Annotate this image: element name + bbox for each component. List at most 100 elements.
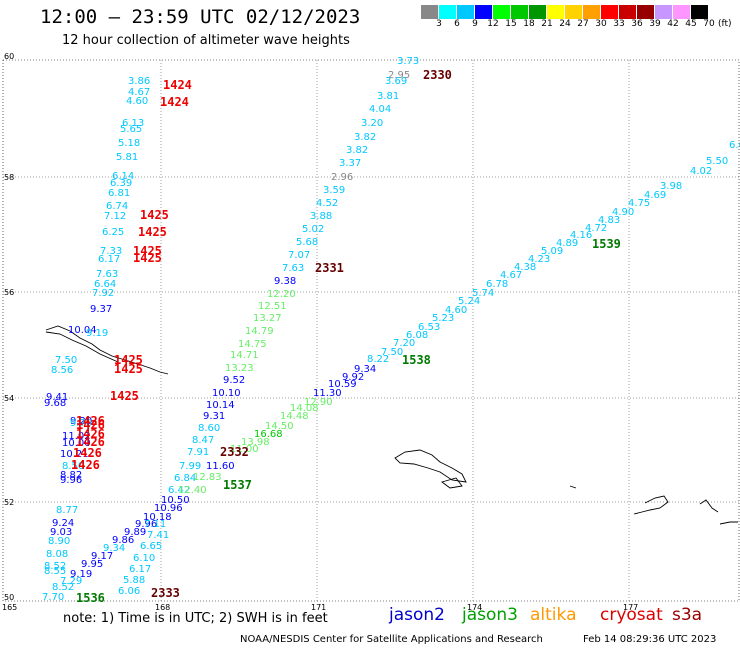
wave-height-label: 9.34 bbox=[354, 364, 376, 375]
wave-height-label: 3.98 bbox=[660, 181, 682, 192]
satellite-s3a-label: s3a bbox=[672, 605, 703, 625]
pass-time-label: 1537 bbox=[223, 478, 252, 492]
scale-cell bbox=[511, 5, 529, 19]
lon-tick: 177 bbox=[623, 603, 638, 612]
wave-height-label: 6.10 bbox=[133, 553, 155, 564]
wave-height-label: 8.90 bbox=[48, 536, 70, 547]
wave-height-label: 5.74 bbox=[472, 288, 494, 299]
wave-height-label: 11.60 bbox=[206, 461, 235, 472]
coast-islet-a bbox=[569, 485, 577, 489]
wave-height-label: 3.81 bbox=[377, 91, 399, 102]
wave-height-label: 4.04 bbox=[369, 104, 391, 115]
wave-height-label: 10.50 bbox=[161, 495, 190, 506]
wave-height-label: 9.38 bbox=[274, 276, 296, 287]
wave-height-label: 9.70 bbox=[70, 418, 92, 429]
wave-height-label: 10.59 bbox=[328, 379, 357, 390]
wave-height-label: 6.06 bbox=[118, 586, 140, 597]
wave-height-label: 9.89 bbox=[124, 527, 146, 538]
scale-cell bbox=[493, 5, 511, 19]
wave-height-label: 9.96 bbox=[60, 475, 82, 486]
wave-height-label: 3.69 bbox=[385, 76, 407, 87]
wave-height-label: 7.92 bbox=[92, 288, 114, 299]
footer-credit: NOAA/NESDIS Center for Satellite Applica… bbox=[240, 634, 543, 645]
map-grid bbox=[3, 60, 739, 601]
wave-height-label: 7.29 bbox=[60, 576, 82, 587]
wave-height-label: 9.20 bbox=[70, 416, 92, 427]
wave-height-label: 11.02 bbox=[62, 431, 91, 442]
wave-height-label: 6.74 bbox=[106, 201, 128, 212]
pass-time-label: 1426 bbox=[76, 435, 105, 449]
wave-height-label: 4.69 bbox=[644, 190, 666, 201]
wave-height-label: 6.17 bbox=[98, 254, 120, 265]
pass-time-label: 1425 bbox=[114, 362, 143, 376]
lon-tick: 168 bbox=[155, 603, 170, 612]
wave-height-label: 7.63 bbox=[96, 269, 118, 280]
wave-height-label: 8.82 bbox=[60, 470, 82, 481]
wave-height-label: 4.52 bbox=[316, 198, 338, 209]
wave-height-label: 14.75 bbox=[238, 339, 267, 350]
pass-time-label: 1425 bbox=[114, 353, 143, 367]
wave-height-label: 4.67 bbox=[500, 270, 522, 281]
page-title: 12:00 — 23:59 UTC 02/12/2023 bbox=[40, 6, 361, 28]
wave-height-label: 9.95 bbox=[81, 559, 103, 570]
scale-label: 18 bbox=[523, 19, 535, 29]
wave-height-label: 6.08 bbox=[406, 330, 428, 341]
lon-tick: 171 bbox=[311, 603, 326, 612]
wave-height-label: 9.37 bbox=[90, 304, 112, 315]
coast-island-central bbox=[394, 449, 467, 483]
scale-cell bbox=[565, 5, 583, 19]
wave-height-label: 4.16 bbox=[570, 230, 592, 241]
wave-height-label: 8.08 bbox=[46, 549, 68, 560]
wave-height-label: 4.72 bbox=[585, 223, 607, 234]
satellite-cryosat-label: cryosat bbox=[600, 605, 663, 625]
coast-islet-c bbox=[719, 521, 738, 525]
scale-cell bbox=[439, 5, 457, 19]
wave-height-label: 7.70 bbox=[42, 592, 64, 603]
scale-cell bbox=[457, 5, 475, 19]
wave-height-label: 7.12 bbox=[104, 211, 126, 222]
wave-height-label: 8.56 bbox=[51, 365, 73, 376]
pass-time-label: 1424 bbox=[160, 95, 189, 109]
pass-time-label: 2333 bbox=[151, 586, 180, 600]
wave-height-label: 14.79 bbox=[245, 326, 274, 337]
wave-height-label: 6.14 bbox=[112, 171, 134, 182]
scale-cell bbox=[475, 5, 493, 19]
pass-time-label: 2330 bbox=[423, 68, 452, 82]
wave-height-label: 5.02 bbox=[302, 224, 324, 235]
wave-height-label: 4.60 bbox=[126, 96, 148, 107]
wave-height-label: 8.55 bbox=[44, 566, 66, 577]
wave-height-label: 3.82 bbox=[354, 132, 376, 143]
page-subtitle: 12 hour collection of altimeter wave hei… bbox=[62, 33, 350, 48]
scale-label: 24 bbox=[559, 19, 571, 29]
pass-time-label: 1536 bbox=[76, 591, 105, 605]
map-frame bbox=[2, 59, 740, 602]
lat-tick: 56 bbox=[4, 288, 14, 297]
wave-height-label: 9.31 bbox=[203, 411, 225, 422]
coast-island-west-south bbox=[45, 331, 119, 363]
wave-height-label: 3.86 bbox=[128, 76, 150, 87]
wave-height-label: 7.07 bbox=[288, 250, 310, 261]
wave-height-label: 8.52 bbox=[52, 582, 74, 593]
wave-height-label: 6.39 bbox=[110, 178, 132, 189]
lon-tick: 174 bbox=[467, 603, 482, 612]
wave-height-label: 7.33 bbox=[100, 246, 122, 257]
wave-height-label: 3.37 bbox=[339, 158, 361, 169]
scale-cell bbox=[655, 5, 673, 19]
scale-label: 70 bbox=[703, 19, 715, 29]
wave-height-label: 10.10 bbox=[212, 388, 241, 399]
wave-height-label: 7.41 bbox=[147, 530, 169, 541]
wave-height-label: 3.88 bbox=[310, 211, 332, 222]
pass-time-label: 2331 bbox=[315, 261, 344, 275]
wave-height-label: 9.92 bbox=[342, 372, 364, 383]
wave-height-label: 10.14 bbox=[206, 400, 235, 411]
wave-height-label: 4.89 bbox=[556, 238, 578, 249]
scale-label: 12 bbox=[487, 19, 499, 29]
wave-height-label: 5.23 bbox=[432, 313, 454, 324]
wave-height-label: 5.18 bbox=[118, 138, 140, 149]
lat-tick: 60 bbox=[4, 52, 14, 61]
wave-height-label: 11.30 bbox=[313, 388, 342, 399]
wave-height-label: 4.23 bbox=[528, 254, 550, 265]
pass-time-label: 1426 bbox=[76, 427, 105, 441]
pass-time-label: 1425 bbox=[133, 251, 162, 265]
